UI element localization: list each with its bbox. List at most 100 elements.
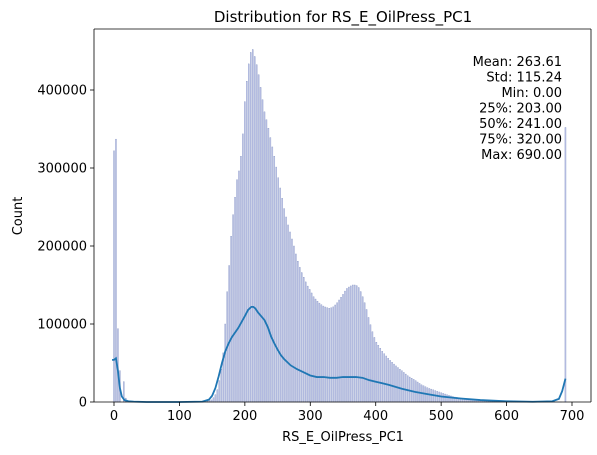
y-tick-label: 100000 — [37, 318, 87, 333]
histogram-bar — [269, 137, 272, 403]
histogram-bar — [214, 394, 217, 403]
histogram-bar — [308, 289, 311, 403]
histogram-bar — [316, 301, 319, 403]
stats-line: Min: 0.00 — [501, 86, 562, 101]
histogram-bar — [444, 393, 446, 403]
histogram-bar — [393, 363, 395, 403]
histogram-bar — [375, 341, 378, 403]
histogram-bar — [113, 150, 115, 403]
histogram-bar — [240, 156, 242, 403]
x-tick-label: 300 — [298, 409, 323, 424]
histogram-bar — [348, 286, 350, 403]
stats-line: 25%: 203.00 — [479, 102, 562, 117]
histogram-bar — [403, 372, 405, 403]
stats-line: 50%: 241.00 — [479, 117, 562, 132]
x-tick-label: 500 — [429, 409, 454, 424]
histogram-bar — [303, 277, 305, 403]
histogram-bar — [283, 208, 285, 403]
histogram-bar — [383, 353, 385, 403]
histogram-bar — [369, 324, 372, 403]
histogram-bar — [373, 337, 376, 403]
histogram-bar — [330, 307, 332, 403]
histogram-bar — [377, 345, 380, 403]
histogram-bar — [357, 287, 360, 403]
y-tick-label: 0 — [79, 396, 87, 411]
histogram-bar — [371, 331, 374, 403]
histogram-bar — [326, 307, 329, 403]
histogram-bar — [228, 265, 230, 403]
plot-frame — [93, 28, 592, 403]
histogram-bar — [234, 197, 236, 403]
histogram-bar — [232, 214, 234, 403]
histogram-bar — [354, 284, 356, 403]
histogram-bar — [356, 285, 358, 403]
histogram-bar — [328, 308, 330, 403]
histogram-bar — [397, 367, 399, 403]
histogram-bar — [253, 56, 256, 403]
histogram-bar — [304, 281, 307, 403]
histogram-bar — [365, 309, 368, 403]
histogram-bar — [212, 397, 215, 403]
histogram-bar — [361, 296, 364, 403]
histogram-bar — [310, 292, 313, 403]
y-tick-label: 400000 — [37, 84, 87, 99]
stats-line: Max: 690.00 — [481, 148, 562, 163]
histogram-bar — [238, 170, 240, 403]
histogram-bar — [218, 380, 221, 403]
x-ticks: 0 100 200 300 400 500 600 700 — [110, 402, 585, 424]
histogram-bar — [289, 231, 291, 403]
histogram-bar — [279, 187, 281, 403]
histogram-bar — [363, 302, 366, 403]
histogram-bar — [242, 133, 244, 403]
histogram-bar — [381, 351, 383, 403]
x-tick-label: 100 — [167, 409, 192, 424]
histogram-bar — [285, 216, 287, 403]
stats-line: Std: 115.24 — [486, 71, 562, 86]
histogram-bar — [342, 294, 344, 403]
histogram-bar — [250, 52, 252, 403]
histogram-bar — [391, 362, 393, 403]
histogram-bar — [263, 111, 266, 403]
x-tick-label: 200 — [232, 409, 257, 424]
histogram-bar — [295, 253, 297, 403]
histogram-bar — [230, 236, 232, 403]
y-tick-label: 300000 — [37, 162, 87, 177]
histogram-bar — [257, 74, 260, 403]
histogram-bar — [314, 298, 317, 403]
histogram-bar — [265, 119, 268, 403]
histogram-bar — [291, 238, 293, 403]
histogram-bar — [246, 81, 248, 403]
histogram-bar — [344, 290, 346, 403]
histogram-bar — [248, 63, 250, 403]
x-tick-label: 700 — [560, 409, 585, 424]
histogram-bar — [318, 302, 321, 403]
histogram-bar — [346, 288, 348, 403]
histogram-bar — [224, 323, 226, 403]
histogram-bar — [297, 261, 299, 403]
histogram-bar — [385, 355, 387, 403]
histogram-bar — [564, 127, 567, 403]
histogram-bar — [367, 317, 370, 403]
histogram-bar — [322, 305, 325, 403]
histogram-bar — [301, 272, 303, 403]
histogram-bar — [275, 166, 277, 403]
histogram-bar — [405, 373, 407, 403]
y-axis-label: Count — [11, 197, 26, 236]
stats-line: 75%: 320.00 — [479, 133, 562, 148]
histogram-bar — [332, 306, 334, 403]
histogram-bar — [446, 394, 448, 403]
histogram-bar — [261, 99, 264, 403]
histogram-bar — [320, 304, 323, 403]
histogram-bar — [401, 370, 403, 403]
histogram-bar — [306, 285, 309, 403]
histogram-bar — [251, 49, 254, 403]
histogram-bar — [267, 128, 270, 403]
histogram-bar — [312, 296, 315, 403]
histogram-bar — [340, 296, 342, 403]
x-tick-label: 0 — [110, 409, 118, 424]
histogram-bar — [334, 304, 336, 403]
histogram-bar — [407, 375, 409, 403]
stats-line: Mean: 263.61 — [473, 55, 562, 70]
histogram-bar — [220, 369, 223, 403]
